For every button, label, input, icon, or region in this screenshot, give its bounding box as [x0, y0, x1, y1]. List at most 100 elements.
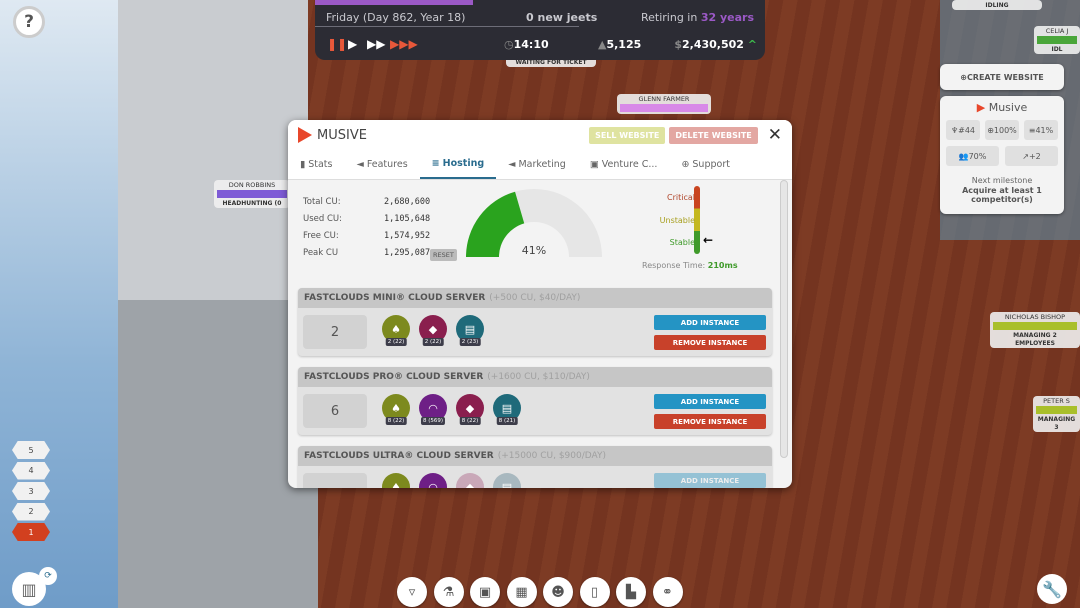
stat-label: Free CU: — [303, 231, 339, 241]
leaf-icon[interactable]: ♠ 2 (22) — [382, 315, 410, 346]
add-instance-button[interactable]: ADD INSTANCE — [654, 394, 766, 409]
musive-logo-icon — [298, 127, 312, 143]
icon-badge: 8 (569) — [420, 417, 446, 425]
milestone-text: Acquire at least 1 competitor(s) — [962, 186, 1042, 204]
grid-icon: ▦ — [515, 584, 528, 600]
support-value: 100% — [993, 125, 1017, 135]
money-button[interactable]: ▣ — [470, 577, 500, 607]
add-instance-button[interactable]: ADD INSTANCE — [654, 315, 766, 330]
npc-name: CELIA J — [1045, 27, 1069, 35]
grid-button[interactable]: ▦ — [506, 577, 537, 607]
users-value: 70% — [968, 151, 987, 161]
play-button[interactable]: ▶ — [348, 37, 358, 51]
settings-button[interactable]: 🔧 — [1037, 574, 1067, 604]
box-icon[interactable]: ◆ 2 (22) — [419, 315, 447, 346]
factory-button[interactable]: ▙ — [616, 577, 646, 607]
notebook-icon[interactable]: ▤ — [493, 473, 521, 488]
instance-count: 6 — [303, 394, 367, 428]
tab-support[interactable]: ⊕ Support — [669, 150, 742, 179]
icon-badge: 2 (22) — [422, 338, 444, 346]
server-spec: (+15000 CU, $900/DAY) — [497, 451, 606, 461]
tab-label: Hosting — [442, 158, 485, 169]
date-text: Friday (Day 862, Year 18) — [326, 11, 466, 24]
time-text: 14:10 — [513, 38, 549, 51]
remove-instance-button[interactable]: REMOVE INSTANCE — [654, 335, 766, 350]
notebook-icon[interactable]: ▤ 8 (21) — [493, 394, 521, 425]
remove-instance-button[interactable]: REMOVE INSTANCE — [654, 414, 766, 429]
fastest-button[interactable]: ▶▶▶ — [390, 37, 418, 51]
retiring-value: 32 years — [700, 11, 754, 24]
npc-task: WAITING FOR TICKET — [515, 59, 587, 66]
tab-features[interactable]: ◄ Features — [345, 150, 420, 179]
dialog-tabs: ▮ Stats ◄ Features ≡ Hosting ◄ Marketing ▣ Ventur… — [288, 150, 792, 180]
npc-label[interactable]: IDLING — [952, 0, 1042, 10]
add-instance-button[interactable]: ADD INSTANCE — [654, 473, 766, 488]
rotate-icon: ⟳ — [44, 571, 52, 581]
megaphone-icon: ◄ — [508, 159, 516, 170]
website-name: Musive — [988, 101, 1028, 114]
npc-label[interactable]: PETER S MANAGING 3 — [1033, 396, 1080, 432]
box-icon[interactable]: ◆ — [456, 473, 484, 488]
team-button[interactable]: ☻ — [543, 577, 573, 607]
icon-badge: 8 (21) — [496, 417, 518, 425]
server-icon: ≡ — [1028, 125, 1036, 135]
help-button[interactable]: ? — [13, 6, 45, 38]
tab-venture-c-[interactable]: ▣ Venture C... — [578, 150, 670, 179]
reset-peak-button[interactable]: RESET — [430, 249, 457, 261]
website-card[interactable]: ▶ Musive ♆ #44 ⊕ 100% ≡ 41% 👥 70% ↗ +2 Next m… — [940, 96, 1064, 214]
wifi-icon[interactable]: ◠ 8 (569) — [419, 394, 447, 425]
close-icon[interactable]: ✕ — [767, 125, 782, 145]
stat-label: Used CU: — [303, 214, 342, 224]
floor-5-button[interactable]: 5 — [12, 441, 50, 459]
rotate-button[interactable]: ⟳ — [39, 567, 57, 585]
tab-marketing[interactable]: ◄ Marketing — [496, 150, 578, 179]
pause-button[interactable]: ❚❚ — [327, 37, 348, 51]
leaf-icon[interactable]: ♠ — [382, 473, 410, 488]
sell-website-button[interactable]: SELL WEBSITE — [589, 126, 666, 144]
npc-label[interactable]: NICHOLAS BISHOP MANAGING 2 EMPLOYEES — [990, 312, 1080, 348]
floor-3-button[interactable]: 3 — [12, 482, 50, 500]
npc-task: HEADHUNTING (0 — [222, 200, 282, 207]
server-name: FASTCLOUDS ULTRA® CLOUD SERVER — [304, 451, 494, 461]
tab-label: Support — [692, 159, 730, 170]
wifi-icon[interactable]: ◠ — [419, 473, 447, 488]
box-icon[interactable]: ◆ 8 (22) — [456, 394, 484, 425]
floor-4-button[interactable]: 4 — [12, 461, 50, 480]
fast-forward-button[interactable]: ▶▶ — [367, 37, 386, 51]
flask-icon: ⚗ — [442, 584, 455, 600]
tab-label: Marketing — [518, 159, 566, 170]
tab-label: Stats — [308, 159, 333, 170]
npc-label[interactable]: DON ROBBINS HEADHUNTING (0 — [214, 180, 290, 208]
dialog-title: MUSIVE — [317, 127, 367, 143]
handshake-button[interactable]: ⚭ — [652, 577, 683, 607]
leaf-icon[interactable]: ♠ 8 (22) — [382, 394, 410, 425]
flask-button[interactable]: ⚗ — [433, 577, 464, 607]
handshake-icon: ⚭ — [662, 584, 673, 600]
money-icon: ▣ — [478, 584, 492, 600]
building-wall-lower — [118, 300, 318, 608]
create-website-button[interactable]: ⊕ CREATE WEBSITE — [940, 64, 1064, 90]
tab-hosting[interactable]: ≡ Hosting — [419, 150, 497, 179]
tab-stats[interactable]: ▮ Stats — [288, 150, 345, 179]
users-icon: 👥 — [958, 151, 969, 161]
hosting-value: 41% — [1035, 125, 1054, 135]
current-status-arrow-icon: ← — [703, 233, 714, 247]
cpu-gauge: 41% — [466, 189, 602, 257]
icon-badge: 2 (22) — [385, 338, 407, 346]
stable-label: Stable — [669, 238, 695, 247]
server-spec: (+1600 CU, $110/DAY) — [487, 372, 590, 382]
npc-label[interactable]: CELIA J IDL — [1034, 26, 1080, 54]
floor-2-button[interactable]: 2 — [12, 502, 50, 521]
npc-label[interactable]: GLENN FARMER — [617, 94, 711, 114]
basket-button[interactable]: ▿ — [397, 577, 427, 607]
scrollbar[interactable] — [780, 180, 788, 458]
delete-website-button[interactable]: DELETE WEBSITE — [669, 126, 758, 144]
trend-chart-icon: ↗ — [1022, 151, 1029, 161]
notebook-icon[interactable]: ▤ 2 (23) — [456, 315, 484, 346]
building-button[interactable]: ▯ — [579, 577, 610, 607]
floor-1-button[interactable]: 1 — [12, 523, 50, 541]
musive-logo-icon: ▶ — [976, 101, 986, 114]
money-icon: ▣ — [589, 159, 599, 170]
retiring-label: Retiring in — [640, 11, 698, 24]
tab-label: Venture C... — [601, 159, 658, 170]
